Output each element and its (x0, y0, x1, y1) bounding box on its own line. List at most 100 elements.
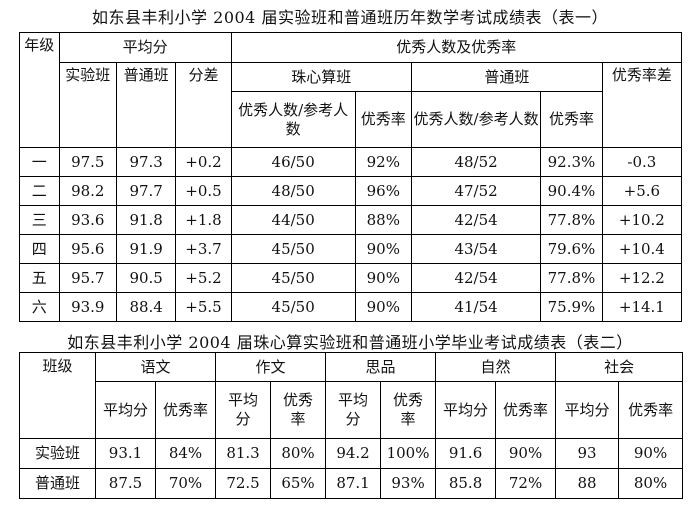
excellence-header: 优秀人数及优秀率 (230, 32, 683, 63)
reg-rate-header: 优秀率 (540, 91, 603, 148)
cell-class: 实验班 (19, 438, 96, 469)
cell-abacus-rate: 88% (354, 205, 412, 235)
abacus-count-header: 优秀人数/参考人数 (230, 91, 356, 148)
cell-exp-avg: 98.2 (58, 176, 117, 206)
cell-exp-avg: 97.5 (58, 147, 117, 177)
cell-avg-score: 72.5 (215, 468, 272, 499)
cell-abacus-count: 45/50 (230, 234, 356, 264)
cell-reg-avg: 91.8 (115, 205, 177, 235)
cell-abacus-rate: 92% (354, 147, 412, 177)
cell-avg-score: 94.2 (325, 438, 382, 469)
excellent-rate-header: 优秀率 (154, 381, 217, 439)
cell-abacus-rate: 90% (354, 234, 412, 264)
cell-rate-diff: +14.1 (601, 292, 683, 322)
cell-abacus-count: 46/50 (230, 147, 356, 177)
avg-score-header: 平均分 (435, 381, 497, 439)
exp-class-header: 实验班 (58, 62, 117, 148)
cell-grade: 二 (19, 176, 60, 206)
cell-abacus-rate: 90% (354, 263, 412, 293)
cell-diff: +1.8 (175, 205, 232, 235)
cell-reg-count: 42/54 (410, 263, 542, 293)
cell-diff: +0.2 (175, 147, 232, 177)
avg-score-header: 平均分 (95, 381, 156, 439)
table-row: 三 93.6 91.8 +1.8 44/50 88% 42/54 77.8% +10.2 (19, 205, 683, 235)
cell-reg-rate: 77.8% (540, 263, 603, 293)
abacus-rate-header: 优秀率 (354, 91, 412, 148)
cell-exp-avg: 93.6 (58, 205, 117, 235)
cell-reg-avg: 88.4 (115, 292, 177, 322)
subject-science-header: 自然 (435, 352, 557, 382)
table-row: 实验班 93.1 84% 81.3 80% 94.2 100% 91.6 90% 93 90% (19, 438, 684, 469)
diff-header: 分差 (175, 62, 232, 148)
cell-avg-score: 87.1 (325, 468, 382, 499)
cell-grade: 四 (19, 234, 60, 264)
cell-diff: +5.2 (175, 263, 232, 293)
abacus-class-header: 珠心算班 (230, 62, 412, 92)
cell-exp-avg: 95.6 (58, 234, 117, 264)
cell-abacus-count: 44/50 (230, 205, 356, 235)
cell-exp-avg: 95.7 (58, 263, 117, 293)
subject-chinese-header: 语文 (94, 352, 217, 382)
cell-exp-avg: 93.9 (58, 292, 117, 322)
cell-excellent-rate: 80% (270, 438, 327, 469)
cell-reg-avg: 91.9 (115, 234, 177, 264)
cell-reg-count: 41/54 (410, 292, 542, 322)
cell-abacus-count: 48/50 (230, 176, 356, 206)
table-row: 普通班 87.5 70% 72.5 65% 87.1 93% 85.8 72% 88 80% (19, 468, 684, 499)
cell-diff: +3.7 (175, 234, 232, 264)
cell-avg-score: 93 (555, 438, 620, 469)
table-row: 二 98.2 97.7 +0.5 48/50 96% 47/52 90.4% +5.6 (19, 176, 683, 206)
table-row: 一 97.5 97.3 +0.2 46/50 92% 48/52 92.3% -0.3 (19, 147, 683, 177)
cell-reg-count: 42/54 (410, 205, 542, 235)
cell-abacus-count: 45/50 (230, 292, 356, 322)
cell-excellent-rate: 72% (495, 468, 557, 499)
cell-excellent-rate: 70% (154, 468, 217, 499)
cell-reg-avg: 97.3 (115, 147, 177, 177)
cell-reg-count: 47/52 (410, 176, 542, 206)
cell-reg-avg: 97.7 (115, 176, 177, 206)
avg-score-header: 平均分 (215, 381, 272, 439)
table2-title: 如东县丰利小学 2004 届珠心算实验班和普通班小学毕业考试成绩表（表二） (67, 333, 633, 352)
cell-diff: +5.5 (175, 292, 232, 322)
cell-rate-diff: -0.3 (601, 147, 683, 177)
cell-reg-rate: 90.4% (540, 176, 603, 206)
grade-score-table: 年级 平均分 优秀人数及优秀率 实验班 普通班 分差 珠心算班 普通班 优秀率差… (19, 32, 683, 322)
cell-grade: 三 (19, 205, 60, 235)
cell-diff: +0.5 (175, 176, 232, 206)
cell-excellent-rate: 84% (154, 438, 217, 469)
cell-avg-score: 81.3 (215, 438, 272, 469)
subject-morality-header: 思品 (325, 352, 437, 382)
cell-reg-rate: 79.6% (540, 234, 603, 264)
cell-avg-score: 88 (555, 468, 620, 499)
cell-abacus-rate: 90% (354, 292, 412, 322)
excellent-rate-header: 优秀率 (495, 381, 557, 439)
cell-rate-diff: +10.2 (601, 205, 683, 235)
regular-class-header: 普通班 (410, 62, 603, 92)
excellent-rate-header: 优秀率 (618, 381, 684, 439)
cell-excellent-rate: 100% (380, 438, 437, 469)
grade-header: 年级 (19, 32, 60, 148)
cell-excellent-rate: 80% (618, 468, 684, 499)
graduation-score-table: 班级 语文 作文 思品 自然 社会 平均分 优秀率 平均分 优秀率 平均分 优秀率 平均分优… (19, 352, 684, 499)
cell-reg-count: 43/54 (410, 234, 542, 264)
cell-rate-diff: +10.4 (601, 234, 683, 264)
cell-reg-avg: 90.5 (115, 263, 177, 293)
cell-excellent-rate: 65% (270, 468, 327, 499)
excellent-rate-header: 优秀率 (380, 381, 437, 439)
average-header: 平均分 (58, 32, 232, 63)
cell-grade: 六 (19, 292, 60, 322)
cell-excellent-rate: 90% (618, 438, 684, 469)
cell-excellent-rate: 93% (380, 468, 437, 499)
rate-diff-header: 优秀率差 (601, 62, 683, 148)
avg-score-header: 平均分 (555, 381, 620, 439)
subject-composition-header: 作文 (215, 352, 327, 382)
cell-excellent-rate: 90% (495, 438, 557, 469)
cell-avg-score: 91.6 (435, 438, 497, 469)
table-row: 六 93.9 88.4 +5.5 45/50 90% 41/54 75.9% +14.1 (19, 292, 683, 322)
cell-rate-diff: +5.6 (601, 176, 683, 206)
reg-class-header: 普通班 (115, 62, 177, 148)
cell-grade: 一 (19, 147, 60, 177)
class-header: 班级 (19, 352, 96, 439)
subject-society-header: 社会 (555, 352, 684, 382)
cell-reg-rate: 92.3% (540, 147, 603, 177)
